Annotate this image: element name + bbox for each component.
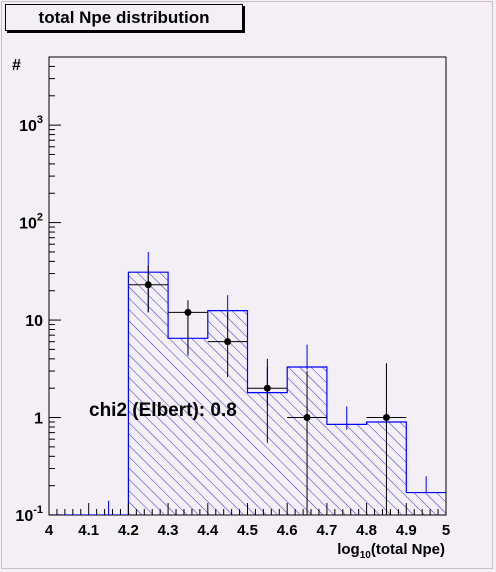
histogram-bar <box>128 272 169 515</box>
data-point <box>303 414 311 422</box>
x-tick-label: 4.8 <box>356 522 377 539</box>
data-point <box>263 384 271 392</box>
y-tick-label: 10-1 <box>15 504 43 525</box>
x-tick-label: 4.2 <box>118 522 139 539</box>
chart-title: total Npe distribution <box>5 4 243 31</box>
x-tick-label: 4.6 <box>277 522 298 539</box>
histogram-bar <box>326 424 367 515</box>
y-tick-label: 1 <box>34 411 43 428</box>
x-tick-label: 4.1 <box>78 522 99 539</box>
x-tick-label: 4.4 <box>197 522 219 539</box>
x-tick-label: 5 <box>442 522 450 539</box>
x-axis-label-subscript: 10 <box>360 550 372 561</box>
x-tick-label: 4 <box>45 522 54 539</box>
y-tick-label: 103 <box>19 114 43 135</box>
data-points <box>128 265 407 515</box>
data-point <box>144 281 152 289</box>
chi2-annotation: chi2 (Elbert): 0.8 <box>89 400 237 421</box>
x-axis-label-suffix: (total Npe) <box>371 541 445 558</box>
histogram-bar <box>406 492 446 515</box>
x-tick-label: 4.5 <box>237 522 258 539</box>
y-axis-label: # <box>12 57 21 74</box>
y-tick-label: 10 <box>25 313 43 330</box>
histogram-outline <box>49 271 446 515</box>
data-point <box>184 308 192 316</box>
histogram-bar <box>168 338 208 515</box>
x-tick-label: 4.9 <box>396 522 417 539</box>
x-tick-label: 4.3 <box>158 522 179 539</box>
x-tick-label: 4.7 <box>316 522 337 539</box>
x-axis-label-prefix: log <box>337 541 360 558</box>
x-axis-label: log10(total Npe) <box>337 541 445 561</box>
y-tick-label: 102 <box>19 212 43 233</box>
data-point <box>382 414 390 422</box>
data-point <box>224 338 232 346</box>
axes: 4 4.1 4.2 4.3 4.4 4.5 4.6 4.7 4.8 4.9 5 10-1 1 10 102 1… <box>15 56 450 539</box>
